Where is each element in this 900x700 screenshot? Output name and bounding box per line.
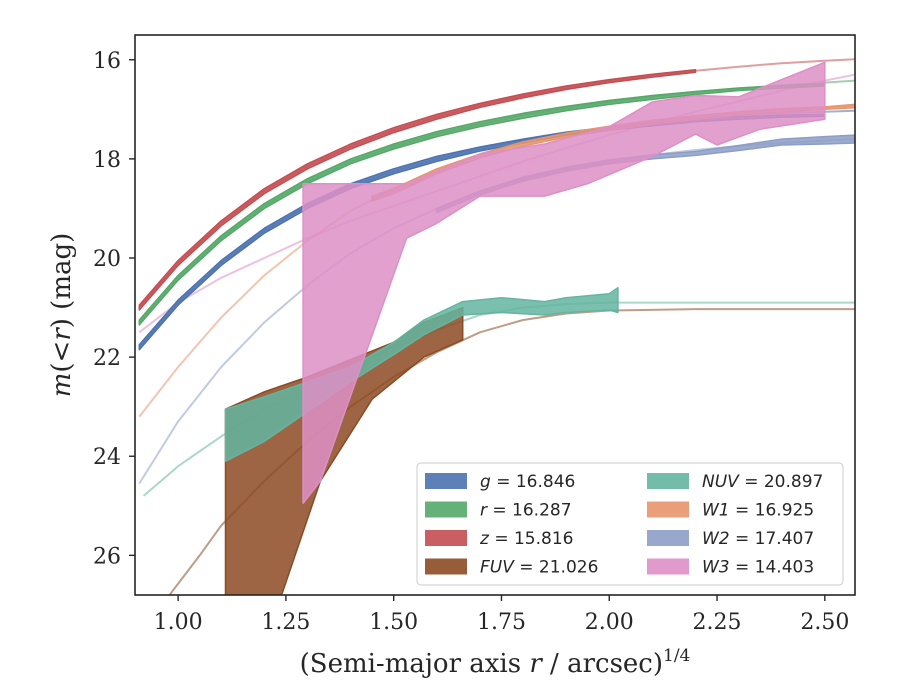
legend-label-z: z = 15.816 [479,529,573,549]
x-tick-label: 2.25 [693,610,742,635]
x-tick-label: 1.75 [477,610,526,635]
legend-label-nuv: NUV = 20.897 [702,472,823,492]
legend-frame [416,462,844,586]
x-tick-label: 1.00 [154,610,203,635]
band-z [138,68,697,311]
legend-swatch-g [425,473,467,489]
legend-swatch-r [425,501,467,518]
legend: g = 16.846 r = 16.287 z = 15.816 FUV = 21.0… [416,462,844,586]
legend-label-w1: W1 = 16.925 [702,501,814,521]
y-axis-label: m(<r) (mag) [47,233,77,398]
y-tick-label: 26 [93,544,121,569]
legend-label-w3: W3 = 14.403 [702,558,814,578]
x-tick-label: 2.00 [585,610,634,635]
legend-swatch-w3 [647,558,689,575]
plot-frame [134,34,856,596]
y-tick-label: 20 [93,247,121,272]
legend-label-g: g = 16.846 [480,472,575,492]
x-axis-label: (Semi-major axis r / arcsec)1/4 [300,646,691,679]
x-tick-label: 2.50 [800,610,849,635]
legend-label-fuv: FUV = 21.026 [480,558,598,578]
y-tick-label: 22 [93,346,121,371]
legend-swatch-nuv [647,473,689,489]
y-tick-label: 18 [93,148,121,173]
plot-area [138,58,855,595]
band-w3 [302,61,826,505]
y-tick-label: 24 [93,445,121,470]
x-axis: 1.00 1.25 1.50 1.75 2.00 2.25 2.50 [154,595,849,635]
legend-label-r: r = 16.287 [480,501,572,521]
y-tick-label: 16 [93,49,121,74]
legend-label-w2: W2 = 17.407 [702,529,814,549]
legend-swatch-z [425,530,467,546]
legend-swatch-w2 [647,530,689,546]
x-tick-label: 1.50 [369,610,418,635]
y-axis: 16 18 20 22 24 26 [93,49,135,569]
legend-swatch-fuv [425,558,467,575]
x-tick-label: 1.25 [261,610,310,635]
legend-swatch-w1 [647,501,689,518]
